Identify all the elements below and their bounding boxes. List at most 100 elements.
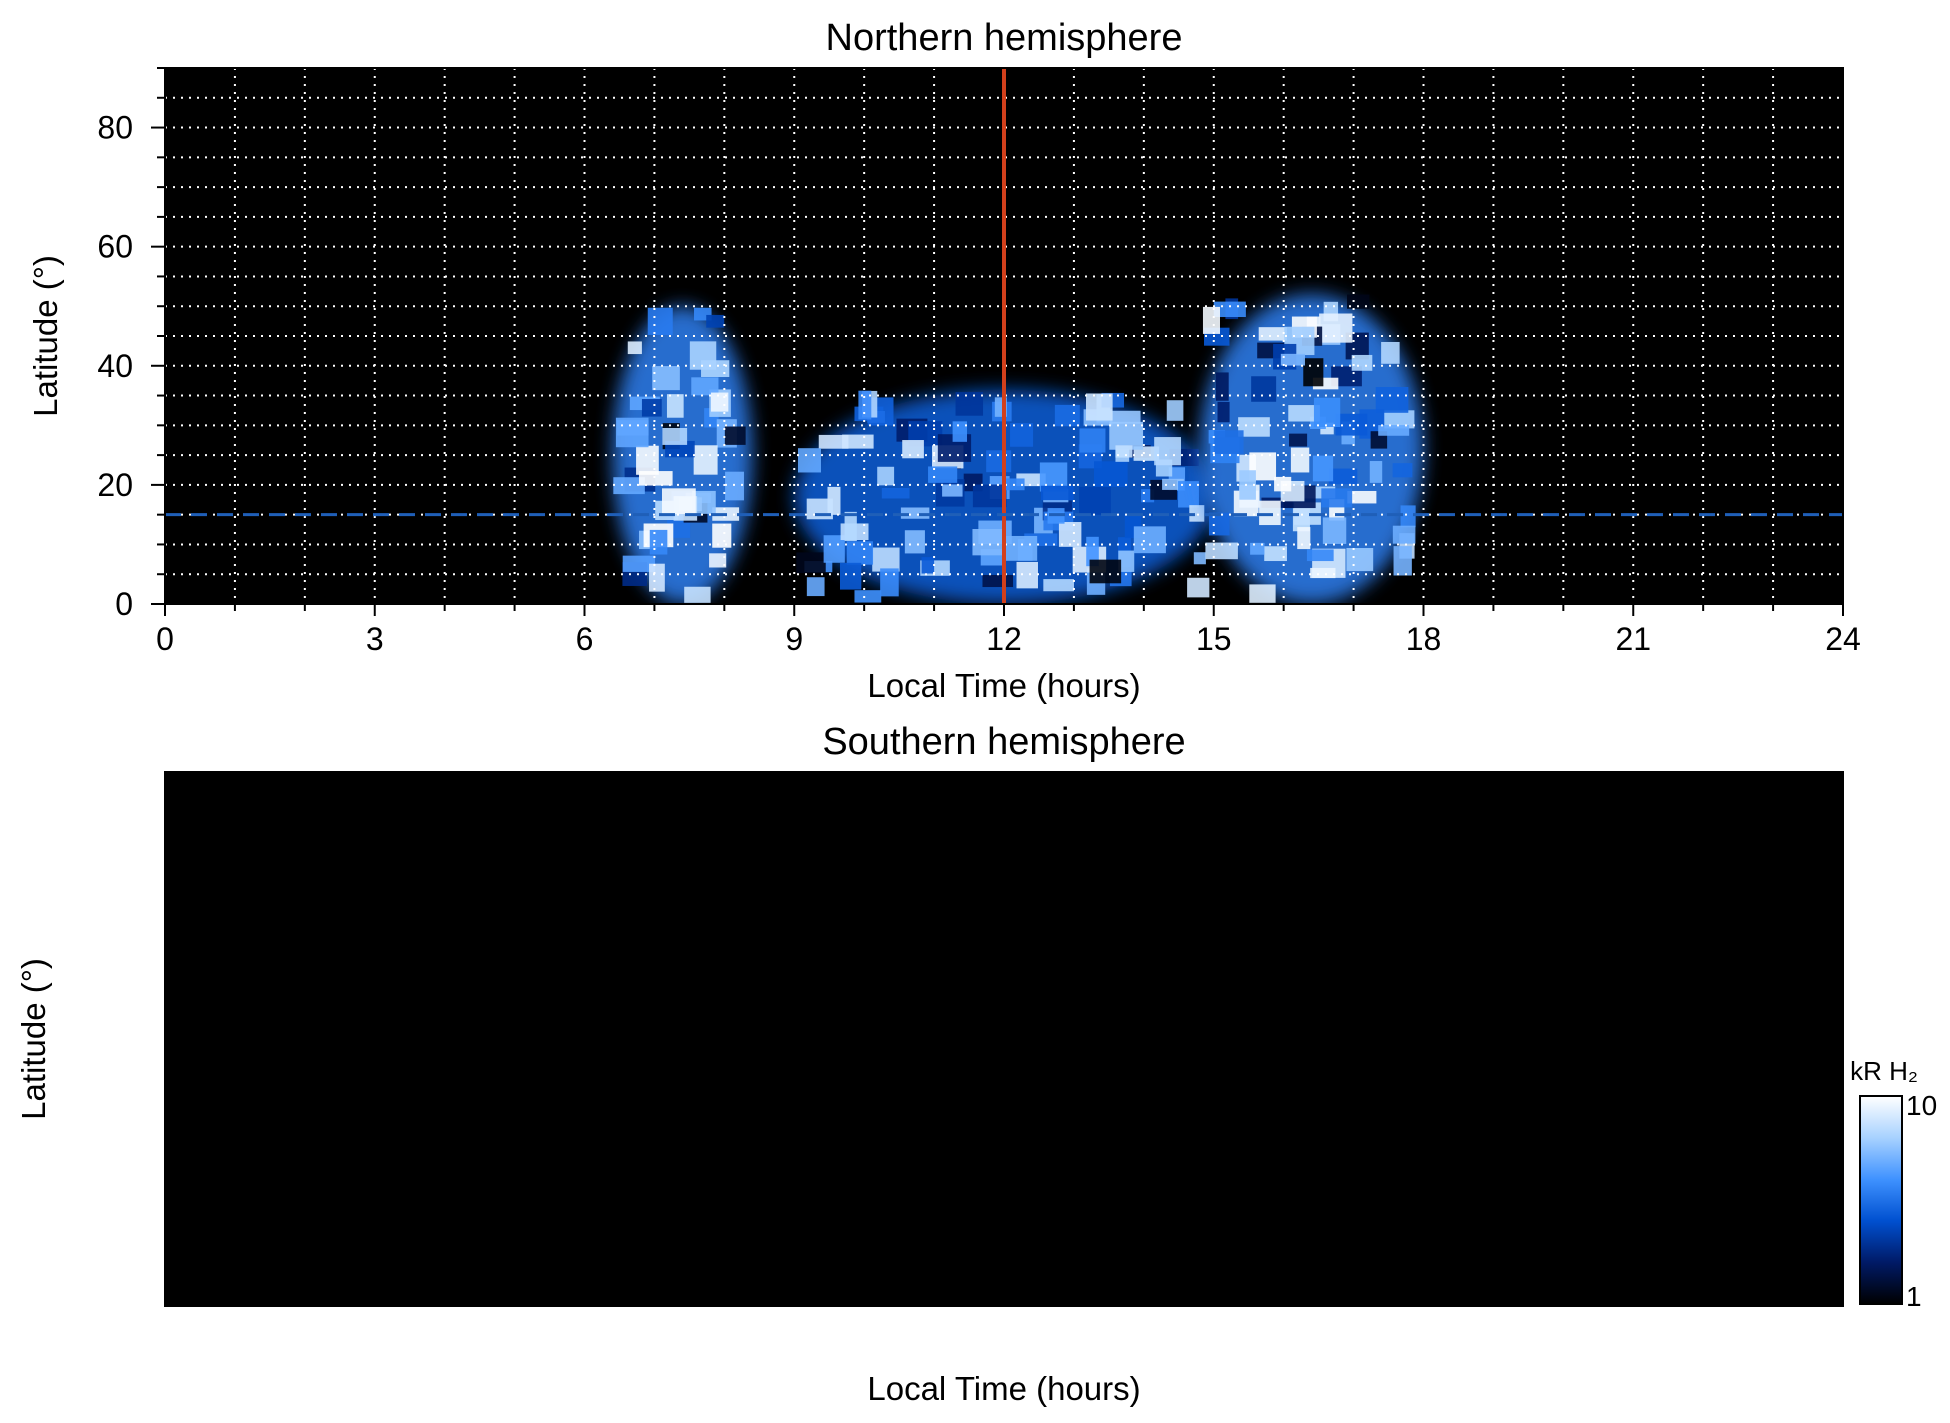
grid-lines xyxy=(165,68,1843,604)
emission-patch xyxy=(649,529,668,555)
x-axis-label: Local Time (hours) xyxy=(867,1370,1140,1407)
emission-patch xyxy=(1133,446,1160,461)
emission-patch xyxy=(1187,577,1210,598)
emission-patch xyxy=(1202,306,1221,334)
emission-patch xyxy=(666,394,684,418)
emission-patch xyxy=(842,434,874,449)
emission-patch xyxy=(1054,404,1080,427)
emission-patch xyxy=(1351,354,1373,371)
emission-patch xyxy=(1193,552,1206,565)
emission-patch xyxy=(1005,535,1038,561)
emission-patch xyxy=(1178,481,1199,508)
emission-patch xyxy=(1258,327,1287,341)
emission-patch xyxy=(1133,526,1166,554)
emission-patch xyxy=(1010,423,1034,447)
emission-patch xyxy=(661,488,696,515)
x-tick-label: 15 xyxy=(1196,621,1232,657)
emission-patch xyxy=(797,448,821,473)
emission-patch xyxy=(854,590,882,603)
emission-patch xyxy=(942,484,963,497)
x-tick-labels: 0 3 6 9 12 15 18 21 24 xyxy=(156,621,1861,657)
emission-patch xyxy=(1400,505,1416,528)
emission-patch xyxy=(1288,405,1320,422)
emission-patch xyxy=(1313,397,1341,428)
emission-patch xyxy=(1346,548,1374,572)
emission-patch xyxy=(1208,512,1230,536)
x-tick-label: 12 xyxy=(986,621,1022,657)
emission-patch xyxy=(1381,341,1400,364)
y-axis-label: Latitude (°) xyxy=(15,958,52,1120)
emission-patch xyxy=(1369,461,1383,483)
emission-patch xyxy=(1393,546,1412,576)
emission-patch xyxy=(1312,377,1339,390)
emission-patch xyxy=(972,484,1007,508)
emission-patch xyxy=(902,440,924,459)
emission-patch xyxy=(1290,447,1310,473)
emission-patch xyxy=(712,523,732,548)
emission-patch xyxy=(1162,478,1184,490)
emission-patch xyxy=(692,490,716,514)
emission-patch xyxy=(1306,549,1334,562)
emission-patch xyxy=(846,541,874,565)
y-tick-label: 20 xyxy=(97,467,133,503)
emission-patch xyxy=(1079,486,1111,515)
emission-patch xyxy=(1217,401,1230,423)
emission-patch xyxy=(1378,425,1410,436)
x-tick-label: 6 xyxy=(576,621,594,657)
emission-patch xyxy=(1205,542,1238,560)
panel-northern: Northern hemisphere 0 3 6 9 12 15 18 21 24 0 20 40… xyxy=(27,17,1861,704)
emission-patch xyxy=(881,487,910,499)
emission-patch xyxy=(921,557,935,574)
colorbar: kR H₂ 10 1 xyxy=(1850,1056,1937,1312)
emission-patch xyxy=(647,307,673,335)
emission-patch xyxy=(1214,430,1244,454)
panel-title: Southern hemisphere xyxy=(822,721,1185,763)
emission-patch xyxy=(615,417,649,448)
emission-patch xyxy=(1043,579,1074,592)
emission-patch xyxy=(877,466,895,486)
emission-patch xyxy=(1058,522,1082,547)
panel-title: Northern hemisphere xyxy=(826,17,1183,59)
colorbar-min-label: 1 xyxy=(1906,1281,1922,1312)
emission-patch xyxy=(1040,485,1074,501)
emission-patch xyxy=(1335,413,1368,436)
emission-patch xyxy=(872,547,900,572)
emission-patch xyxy=(1303,358,1324,387)
emission-patch xyxy=(1321,488,1353,508)
plot-frame xyxy=(164,771,1844,1307)
x-tick-label: 0 xyxy=(156,621,174,657)
emission-patch xyxy=(1109,421,1144,450)
emission-patch xyxy=(1297,527,1311,550)
x-tick-label: 18 xyxy=(1406,621,1442,657)
emission-patch xyxy=(1110,410,1141,424)
emission-patch xyxy=(982,574,1014,588)
emission-patch xyxy=(1259,500,1281,526)
emission-patch xyxy=(844,511,857,542)
y-tick-label: 80 xyxy=(97,110,133,146)
emission-patch xyxy=(1238,417,1270,437)
emission-patch xyxy=(693,445,718,475)
emission-patch xyxy=(1154,437,1182,466)
emission-patch xyxy=(823,535,845,563)
emission-patch xyxy=(1392,463,1413,478)
x-tick-label: 9 xyxy=(785,621,803,657)
x-tick-label: 3 xyxy=(366,621,384,657)
emission-patch xyxy=(627,341,642,355)
emission-patch xyxy=(1280,353,1306,366)
y-axis-label: Latitude (°) xyxy=(27,255,64,417)
emission-patch xyxy=(1239,470,1256,500)
emission-patch xyxy=(1016,561,1038,589)
emission-patch xyxy=(1251,376,1277,402)
emission-patch xyxy=(1347,294,1370,309)
emission-patch xyxy=(806,577,825,597)
emission-patch xyxy=(1264,546,1287,562)
emission-patch xyxy=(725,471,744,501)
emission-patch xyxy=(638,471,673,486)
emission-patch xyxy=(1189,505,1205,522)
x-axis-label: Local Time (hours) xyxy=(867,667,1140,704)
emission-patch xyxy=(1274,476,1292,492)
y-tick-label: 60 xyxy=(97,229,133,265)
emission-patch xyxy=(818,434,849,449)
emission-patch xyxy=(1328,468,1358,485)
emission-patch xyxy=(1166,400,1184,421)
